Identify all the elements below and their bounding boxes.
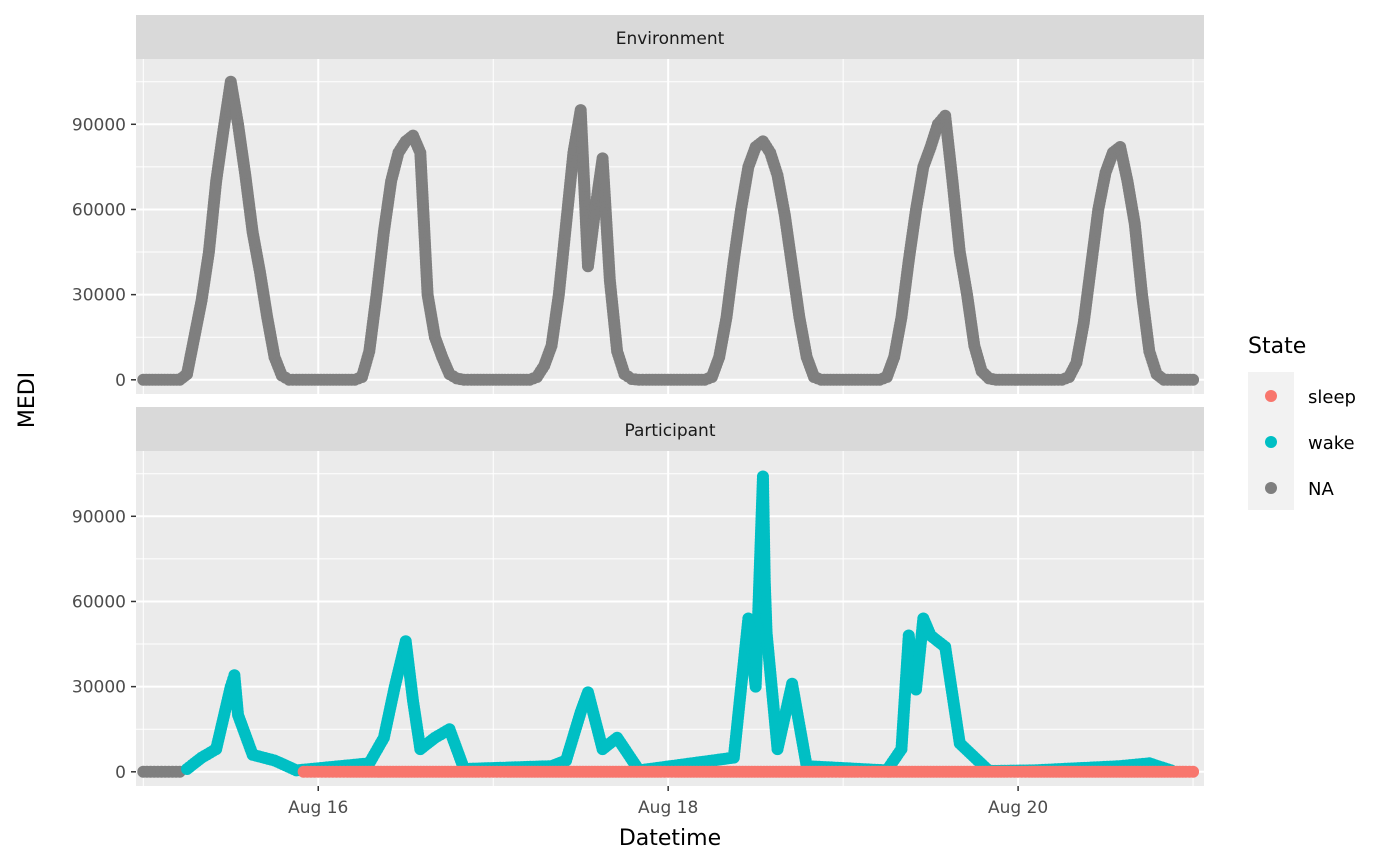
x-axis-ticks: Aug 16 Aug 18 Aug 20	[288, 786, 1048, 818]
legend: State sleep wake NA	[1248, 334, 1356, 510]
series-na	[137, 765, 186, 778]
x-tick-label: Aug 20	[988, 798, 1048, 818]
y-tick-label: 90000	[72, 115, 126, 135]
x-axis-title: Datetime	[619, 826, 721, 851]
plot-background-environment	[136, 59, 1204, 394]
points-environment	[137, 75, 1200, 386]
legend-label-sleep: sleep	[1308, 387, 1356, 408]
y-tick-label: 60000	[72, 592, 126, 612]
strip-label-environment: Environment	[616, 29, 725, 49]
panel-participant: Participant 0 30000 60000 90000	[72, 407, 1204, 786]
y-tick-label: 0	[115, 763, 126, 783]
x-tick-label: Aug 18	[638, 798, 698, 818]
points-participant	[137, 470, 1200, 778]
panel-environment: Environment 0 30000 60000 90000	[72, 15, 1204, 394]
strip-environment	[136, 15, 1204, 59]
series-na	[137, 75, 1200, 386]
legend-title: State	[1248, 334, 1306, 359]
y-axis-ticks-participant: 0 30000 60000 90000	[72, 507, 136, 783]
y-tick-label: 30000	[72, 678, 126, 698]
data-point	[1187, 765, 1200, 778]
x-tick-label: Aug 16	[288, 798, 348, 818]
strip-participant	[136, 407, 1204, 451]
legend-entries: sleep wake NA	[1265, 387, 1356, 500]
y-axis-title: MEDI	[15, 372, 40, 428]
y-axis-ticks-environment: 0 30000 60000 90000	[72, 115, 136, 391]
legend-label-na: NA	[1308, 479, 1334, 500]
y-tick-label: 0	[115, 371, 126, 391]
legend-label-wake: wake	[1308, 433, 1355, 454]
y-tick-label: 60000	[72, 200, 126, 220]
legend-key-na	[1265, 482, 1277, 494]
y-tick-label: 90000	[72, 507, 126, 527]
plot-background-participant	[136, 451, 1204, 786]
y-tick-label: 30000	[72, 286, 126, 306]
data-point	[1187, 373, 1200, 386]
legend-key-wake	[1265, 436, 1277, 448]
series-sleep	[297, 765, 1200, 778]
strip-label-participant: Participant	[624, 421, 715, 441]
legend-key-sleep	[1265, 390, 1277, 402]
